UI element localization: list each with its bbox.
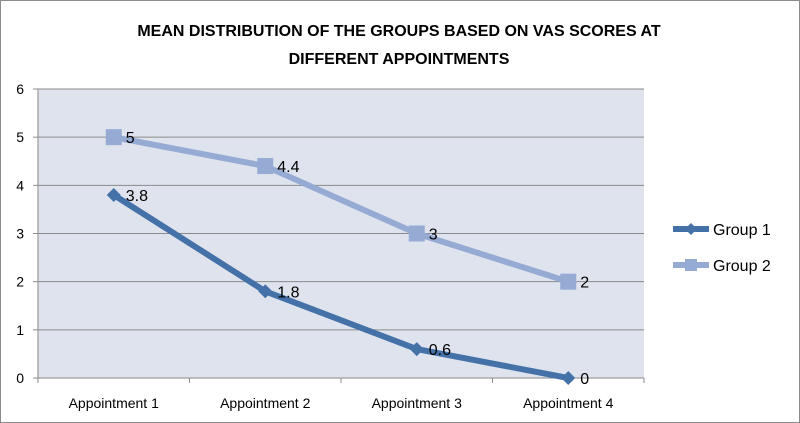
data-point-square	[105, 129, 122, 146]
data-label: 4.4	[277, 159, 299, 176]
legend-label: Group 2	[713, 258, 771, 275]
data-point-diamond	[561, 371, 576, 385]
legend-marker-diamond	[685, 223, 697, 235]
data-point-diamond	[106, 187, 121, 202]
data-point-square	[560, 273, 577, 290]
data-point-square	[257, 158, 274, 175]
legend: Group 1 Group 2	[673, 222, 771, 275]
data-point-diamond	[409, 342, 424, 357]
series-line	[110, 134, 572, 285]
series-layer: 5 4.4 3 2 3.8 1.8 0.6 0	[105, 129, 589, 388]
x-tick-label: Appointment 1	[69, 395, 159, 411]
y-tick-label: 6	[16, 81, 24, 97]
chart-title-line-1: MEAN DISTRIBUTION OF THE GROUPS BASED ON…	[137, 23, 661, 40]
x-tick-label: Appointment 3	[372, 395, 462, 411]
y-axis-ticks: 0 1 2 3 4 5 6	[16, 81, 38, 386]
series-group-2: 5 4.4 3 2	[105, 129, 589, 292]
data-label: 0	[580, 371, 589, 388]
data-label: 3.8	[126, 188, 148, 205]
y-tick-label: 0	[16, 370, 24, 386]
data-label: 1.8	[277, 284, 299, 301]
gridlines	[38, 88, 644, 331]
series-group-1: 3.8 1.8 0.6 0	[106, 187, 589, 388]
y-tick-label: 1	[16, 322, 24, 338]
data-label: 5	[126, 130, 135, 147]
data-label: 0.6	[429, 342, 451, 359]
legend-marker-square	[685, 259, 697, 271]
y-tick-label: 2	[16, 274, 24, 290]
y-tick-label: 4	[16, 177, 24, 193]
chart-title-line-2: DIFFERENT APPOINTMENTS	[289, 51, 510, 68]
data-label: 2	[580, 275, 589, 292]
y-tick-label: 3	[16, 226, 24, 242]
series-line	[110, 191, 572, 381]
y-tick-label: 5	[16, 129, 24, 145]
legend-entry: Group 1	[673, 222, 771, 239]
x-tick-label: Appointment 4	[523, 395, 613, 411]
x-tick-label: Appointment 2	[220, 395, 310, 411]
data-point-square	[408, 225, 425, 242]
x-axis-ticks: Appointment 1 Appointment 2 Appointment 3 A…	[37, 378, 645, 411]
legend-label: Group 1	[713, 222, 771, 239]
data-point-diamond	[258, 284, 273, 299]
data-label: 3	[429, 227, 438, 244]
legend-entry: Group 2	[673, 258, 771, 275]
